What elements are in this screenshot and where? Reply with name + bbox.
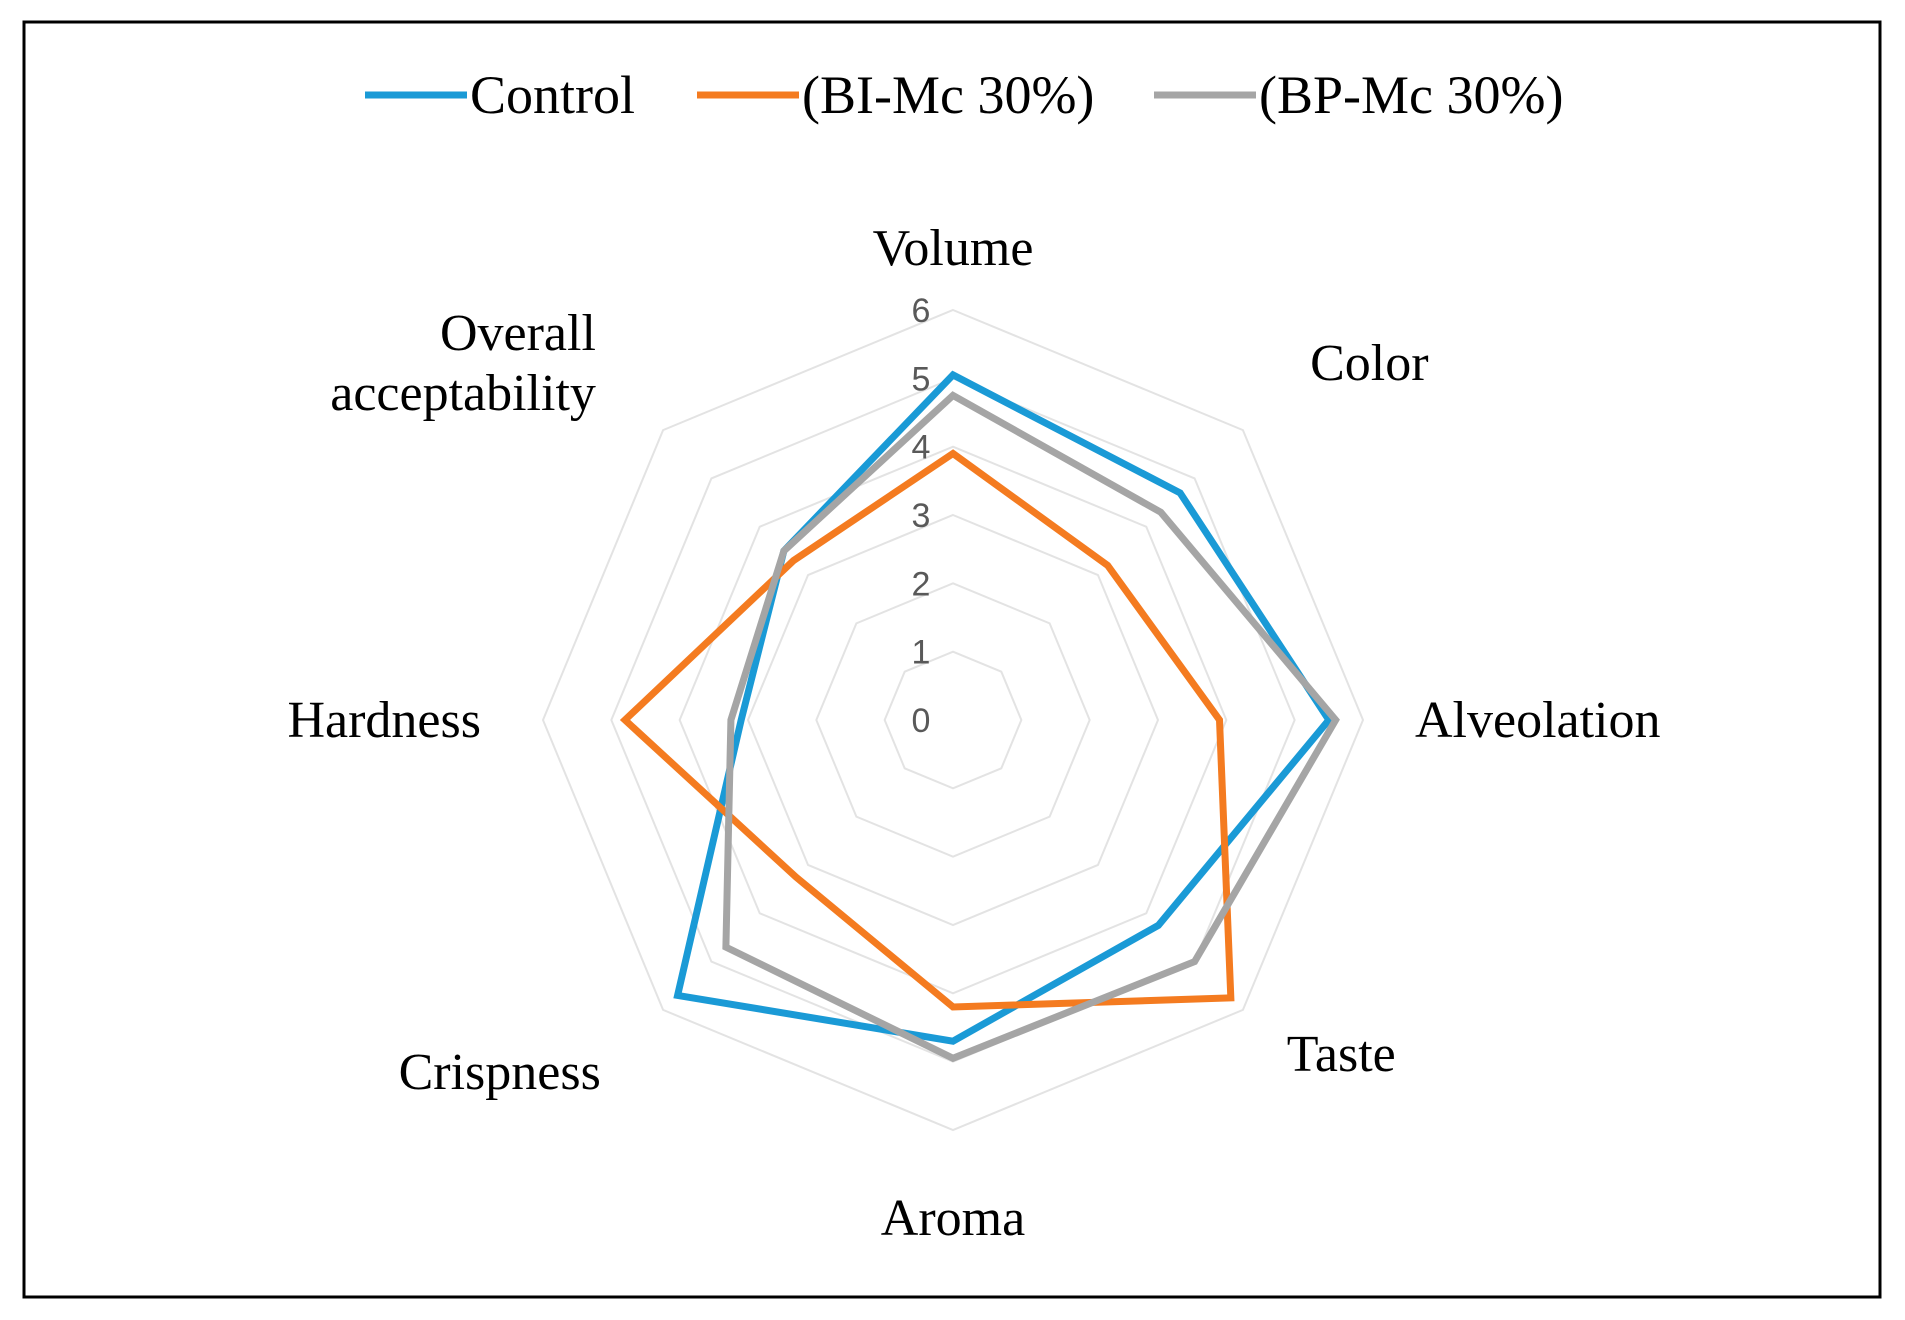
axis-label-alveolation: Alveolation — [1415, 692, 1661, 749]
axis-label-overall-acceptability: Overall acceptability — [330, 305, 596, 422]
axis-label-hardness: Hardness — [287, 692, 481, 749]
grid-ring-2 — [815, 582, 1091, 858]
axis-label-taste: Taste — [1287, 1026, 1396, 1083]
series-line-bp-mc-30 — [722, 391, 1340, 1063]
axis-label-aroma: Aroma — [881, 1190, 1025, 1247]
tick-label-3: 3 — [912, 497, 931, 535]
series-line-bi-mc-30 — [619, 449, 1235, 1011]
tick-label-2: 2 — [912, 565, 931, 603]
legend: Control (BI-Mc 30%) (BP-Mc 30%) — [365, 65, 1563, 125]
legend-label-bi-mc-30: (BI-Mc 30%) — [802, 65, 1094, 125]
tick-label-0: 0 — [912, 702, 931, 740]
grid-ring-3 — [746, 513, 1160, 927]
tick-label-4: 4 — [912, 429, 931, 467]
grid-ring-6 — [541, 308, 1365, 1132]
tick-label-6: 6 — [912, 292, 931, 330]
grid-ring-4 — [678, 445, 1228, 995]
axis-label-crispness: Crispness — [399, 1044, 601, 1101]
series-layer — [619, 370, 1340, 1063]
radar-grid — [541, 308, 1365, 1132]
legend-label-control: Control — [470, 65, 635, 125]
legend-label-bp-mc-30: (BP-Mc 30%) — [1259, 65, 1563, 125]
tick-label-1: 1 — [912, 634, 931, 672]
grid-ring-1 — [883, 650, 1023, 790]
axis-label-color: Color — [1310, 335, 1428, 392]
chart-border — [22, 20, 1882, 1299]
tick-label-5: 5 — [912, 360, 931, 398]
axis-labels: Volume Color Alveolation Taste Aroma Crispnes… — [287, 220, 1660, 1247]
axis-label-volume: Volume — [873, 220, 1034, 277]
tick-labels: 0 1 2 3 4 5 6 — [912, 292, 931, 740]
